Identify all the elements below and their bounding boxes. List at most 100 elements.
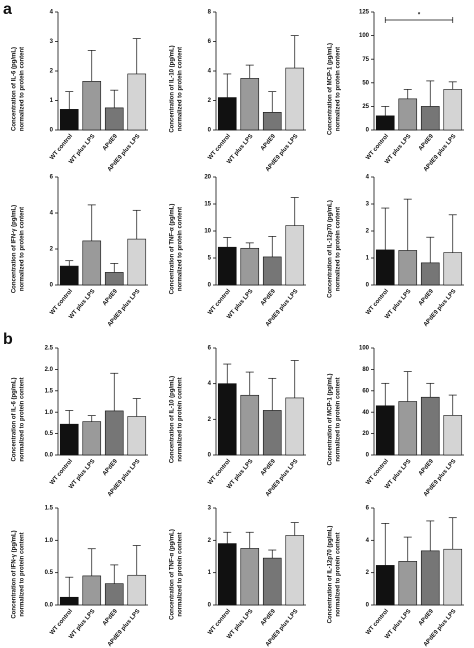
y-axis-label: normalized to protein content	[20, 377, 26, 461]
bar	[240, 548, 260, 606]
y-axis-label: Concentration of IL-6 (pg/mL)	[12, 47, 18, 131]
bar	[375, 405, 395, 456]
y-tick-label: 2	[208, 98, 212, 104]
y-tick-label: 20	[204, 175, 211, 181]
bar	[59, 596, 79, 606]
x-tick-label: APdE9	[418, 288, 435, 307]
x-tick-label: APdE9	[102, 458, 119, 477]
bar	[420, 550, 440, 606]
y-tick-label: 2	[50, 247, 54, 253]
y-tick-label: 6	[50, 175, 54, 181]
y-tick-label: 100	[359, 33, 370, 39]
x-tick-label: APdE9	[260, 288, 277, 307]
bar	[217, 97, 237, 131]
bar	[127, 574, 147, 606]
y-tick-label: 5	[208, 256, 212, 262]
y-tick-label: 1.5	[45, 388, 54, 394]
y-tick-label: 2.5	[45, 346, 54, 352]
y-tick-label: 0.5	[45, 570, 54, 576]
x-tick-label: APdE9	[418, 608, 435, 627]
x-tick-label: WT control	[365, 288, 390, 316]
bar	[262, 410, 282, 456]
x-tick-label: WT control	[207, 133, 232, 161]
bar	[443, 548, 463, 606]
bar	[240, 394, 260, 456]
y-tick-label: 10	[204, 229, 211, 235]
y-axis-label: Concentration of TNF-α (pg/mL)	[170, 204, 176, 295]
bar	[398, 98, 418, 131]
bar	[375, 115, 395, 131]
y-axis-label: Concentration of IL-12p70 (pg/mL)	[328, 200, 334, 298]
y-tick-label: 4	[50, 211, 54, 217]
bar	[375, 249, 395, 286]
x-tick-label: APdE9	[102, 133, 119, 152]
y-axis-label: Concentration of IFN-γ (pg/mL)	[12, 205, 18, 293]
y-tick-label: 40	[362, 410, 369, 416]
y-tick-label: 4	[208, 69, 212, 75]
x-tick-label: WT control	[49, 288, 74, 316]
x-tick-label: APdE9	[418, 133, 435, 152]
y-tick-label: 1.0	[45, 410, 54, 416]
y-tick-label: 2	[208, 538, 212, 544]
y-axis-label: Concentration of TNF-α (pg/mL)	[170, 529, 176, 620]
bar	[240, 247, 260, 286]
bar	[420, 106, 440, 131]
bar	[285, 67, 305, 131]
y-tick-label: 0	[208, 453, 212, 459]
y-axis-label: Concentration of IL-10 (pg/mL)	[170, 45, 176, 132]
bar	[127, 238, 147, 286]
y-axis-label: normalized to protein content	[178, 207, 184, 291]
y-axis-label: normalized to protein content	[178, 532, 184, 616]
x-tick-label: APdE9	[102, 608, 119, 627]
x-tick-label: WT control	[49, 608, 74, 636]
y-axis-label: Concentration of MCP-1 (pg/mL)	[328, 43, 334, 135]
bar	[217, 246, 237, 286]
y-tick-label: 4	[208, 381, 212, 387]
bar	[420, 262, 440, 286]
y-tick-label: 80	[362, 367, 369, 373]
x-tick-label: WT control	[365, 133, 390, 161]
bar	[59, 423, 79, 456]
y-axis-label: normalized to protein content	[178, 377, 184, 461]
y-tick-label: 1.5	[45, 506, 54, 512]
y-tick-label: 6	[208, 346, 212, 352]
bar	[443, 252, 463, 286]
bar	[217, 543, 237, 606]
y-tick-label: 15	[204, 202, 211, 208]
bar	[82, 575, 102, 606]
x-tick-label: APdE9	[260, 133, 277, 152]
y-axis-label: Concentration of IFN-γ (pg/mL)	[12, 530, 18, 618]
annotation: *	[418, 13, 421, 19]
y-tick-label: 0	[366, 453, 370, 459]
y-tick-label: 8	[208, 10, 212, 16]
x-tick-label: WT control	[207, 288, 232, 316]
y-axis-label: Concentration of MCP-1 (pg/mL)	[328, 374, 334, 466]
y-tick-label: 2	[366, 229, 370, 235]
bar	[82, 421, 102, 456]
y-tick-label: 0	[208, 283, 212, 289]
bar	[104, 272, 124, 286]
x-tick-label: WT control	[49, 458, 74, 486]
bar	[262, 112, 282, 131]
y-tick-label: 1.0	[45, 538, 54, 544]
bar	[104, 107, 124, 131]
y-tick-label: 100	[359, 346, 370, 352]
y-axis-label: normalized to protein content	[336, 207, 342, 291]
bar	[104, 410, 124, 456]
bar	[240, 78, 260, 131]
y-tick-label: 0	[208, 603, 212, 609]
y-axis-label: normalized to protein content	[336, 47, 342, 131]
y-tick-label: 0	[366, 128, 370, 134]
x-tick-label: WT control	[365, 458, 390, 486]
y-tick-label: 125	[359, 10, 370, 16]
y-tick-label: 1	[208, 570, 212, 576]
bar	[420, 396, 440, 456]
y-tick-label: 3	[366, 202, 370, 208]
y-tick-label: 75	[362, 57, 369, 63]
bar	[285, 225, 305, 286]
x-tick-label: WT control	[207, 608, 232, 636]
y-tick-label: 0	[366, 283, 370, 289]
y-tick-label: 0.0	[45, 603, 54, 609]
y-axis-label: Concentration of IL-12p70 (pg/mL)	[328, 526, 334, 624]
